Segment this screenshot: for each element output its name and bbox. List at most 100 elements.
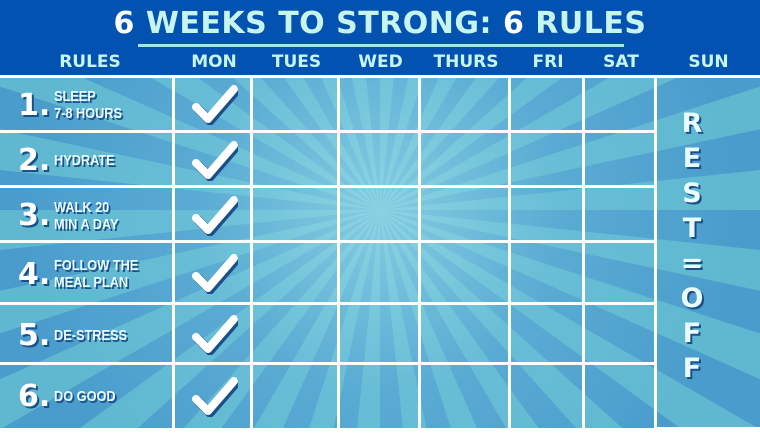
day-cell[interactable] bbox=[175, 133, 253, 188]
rest-letter: R bbox=[681, 108, 703, 139]
rest-letter: = bbox=[680, 248, 704, 279]
day-cell[interactable] bbox=[175, 305, 253, 365]
rule-number: 5. bbox=[18, 317, 51, 353]
day-cell[interactable] bbox=[585, 133, 657, 188]
rest-letter: T bbox=[682, 213, 702, 244]
day-cell[interactable] bbox=[340, 133, 421, 188]
day-cell[interactable] bbox=[421, 365, 511, 440]
day-cell[interactable] bbox=[585, 365, 657, 440]
rule-cell bbox=[0, 243, 175, 305]
rule-label: 2. HYDRATE bbox=[18, 133, 126, 188]
day-cell[interactable] bbox=[340, 77, 421, 133]
day-cell[interactable] bbox=[511, 133, 585, 188]
day-cell[interactable] bbox=[511, 365, 585, 440]
rule-number: 4. bbox=[18, 256, 51, 292]
day-cell[interactable] bbox=[175, 188, 253, 243]
rest-letter: O bbox=[680, 283, 704, 314]
rule-label: 6. DO GOOD bbox=[18, 365, 127, 428]
column-header: RULES bbox=[59, 52, 121, 72]
rule-line1: DE-STRESS bbox=[54, 326, 128, 344]
rule-label: 1. SLEEP 7-8 HOURS bbox=[18, 77, 134, 133]
day-cell[interactable] bbox=[253, 77, 340, 133]
rule-number: 1. bbox=[18, 87, 51, 123]
column-header: SUN bbox=[688, 52, 729, 72]
rule-text: FOLLOW THE MEAL PLAN bbox=[54, 257, 138, 291]
title-text-2: RULES bbox=[524, 6, 647, 41]
header: 6 WEEKS TO STRONG: 6 RULES bbox=[0, 0, 760, 75]
rule-text: SLEEP 7-8 HOURS bbox=[54, 88, 122, 122]
rule-line1: SLEEP bbox=[54, 88, 97, 105]
checkmark-icon bbox=[192, 376, 238, 417]
rule-text: DE-STRESS bbox=[54, 327, 127, 344]
title-number-rules: 6 bbox=[502, 6, 525, 41]
rule-line1: DO GOOD bbox=[54, 388, 116, 405]
day-cell[interactable] bbox=[340, 365, 421, 440]
rule-line1: WALK 20 bbox=[54, 198, 110, 216]
rule-number: 3. bbox=[18, 198, 51, 233]
day-cell[interactable] bbox=[175, 243, 253, 305]
day-cell[interactable] bbox=[421, 188, 511, 243]
checkmark-icon bbox=[192, 140, 238, 181]
day-cell[interactable] bbox=[253, 133, 340, 188]
rule-line2: MIN A DAY bbox=[54, 215, 119, 233]
day-cell[interactable] bbox=[511, 305, 585, 365]
rule-number: 6. bbox=[18, 379, 51, 414]
rest-letter: E bbox=[682, 143, 702, 174]
day-cell[interactable] bbox=[585, 77, 657, 133]
day-cell[interactable] bbox=[585, 305, 657, 365]
rest-letter: S bbox=[682, 178, 702, 209]
rule-cell bbox=[0, 305, 175, 365]
checkmark-icon bbox=[192, 85, 238, 125]
title-underline bbox=[138, 44, 624, 47]
rule-number: 2. bbox=[18, 143, 51, 178]
column-header: THURS bbox=[433, 52, 499, 72]
rule-label: 3. WALK 20 MIN A DAY bbox=[18, 188, 130, 243]
rule-text: WALK 20 MIN A DAY bbox=[54, 199, 118, 233]
rule-text: HYDRATE bbox=[54, 152, 115, 169]
day-cell[interactable] bbox=[585, 243, 657, 305]
day-cell[interactable] bbox=[253, 365, 340, 440]
day-cell[interactable] bbox=[253, 188, 340, 243]
day-cell[interactable] bbox=[511, 243, 585, 305]
column-header: WED bbox=[358, 52, 403, 72]
title-text-1: WEEKS TO STRONG: bbox=[134, 6, 503, 41]
rule-line1: HYDRATE bbox=[54, 152, 115, 169]
rule-cell bbox=[0, 77, 175, 133]
rest-letter: F bbox=[682, 353, 702, 384]
day-cell[interactable] bbox=[511, 77, 585, 133]
title-number-weeks: 6 bbox=[113, 6, 135, 41]
rule-label: 4. FOLLOW THE MEAL PLAN bbox=[18, 243, 153, 305]
day-cell[interactable] bbox=[421, 133, 511, 188]
checkmark-icon bbox=[192, 315, 238, 355]
page-title: 6 WEEKS TO STRONG: 6 RULES bbox=[0, 6, 760, 41]
day-cell[interactable] bbox=[421, 305, 511, 365]
rule-line1: FOLLOW THE bbox=[54, 257, 139, 274]
day-cell[interactable] bbox=[340, 305, 421, 365]
day-cell[interactable] bbox=[253, 243, 340, 305]
rule-cell bbox=[0, 133, 175, 188]
day-cell[interactable] bbox=[511, 188, 585, 243]
column-header: FRI bbox=[532, 52, 564, 72]
rule-label: 5. DE-STRESS bbox=[18, 305, 140, 365]
day-cell[interactable] bbox=[340, 188, 421, 243]
checkmark-icon bbox=[192, 254, 238, 294]
day-cell[interactable] bbox=[253, 305, 340, 365]
day-cell[interactable] bbox=[340, 243, 421, 305]
checkmark-icon bbox=[192, 195, 238, 236]
rule-text: DO GOOD bbox=[54, 388, 116, 405]
rest-letter: F bbox=[682, 318, 702, 349]
divider bbox=[0, 75, 760, 78]
day-cell[interactable] bbox=[421, 243, 511, 305]
day-cell[interactable] bbox=[175, 77, 253, 133]
column-header: TUES bbox=[271, 52, 322, 72]
column-header: SAT bbox=[603, 52, 639, 72]
column-header: MON bbox=[191, 52, 237, 72]
rule-cell bbox=[0, 188, 175, 243]
sunburst-background bbox=[0, 77, 760, 428]
day-cell[interactable] bbox=[585, 188, 657, 243]
rule-line2: 7-8 HOURS bbox=[54, 105, 123, 122]
rules-grid: 1. SLEEP 7-8 HOURS 2. HYDRATE 3. WALK 20 MIN A … bbox=[0, 75, 760, 440]
sunday-rest-label: R E S T = O F F bbox=[657, 110, 727, 390]
day-cell[interactable] bbox=[421, 77, 511, 133]
rule-line2: MEAL PLAN bbox=[54, 274, 129, 291]
